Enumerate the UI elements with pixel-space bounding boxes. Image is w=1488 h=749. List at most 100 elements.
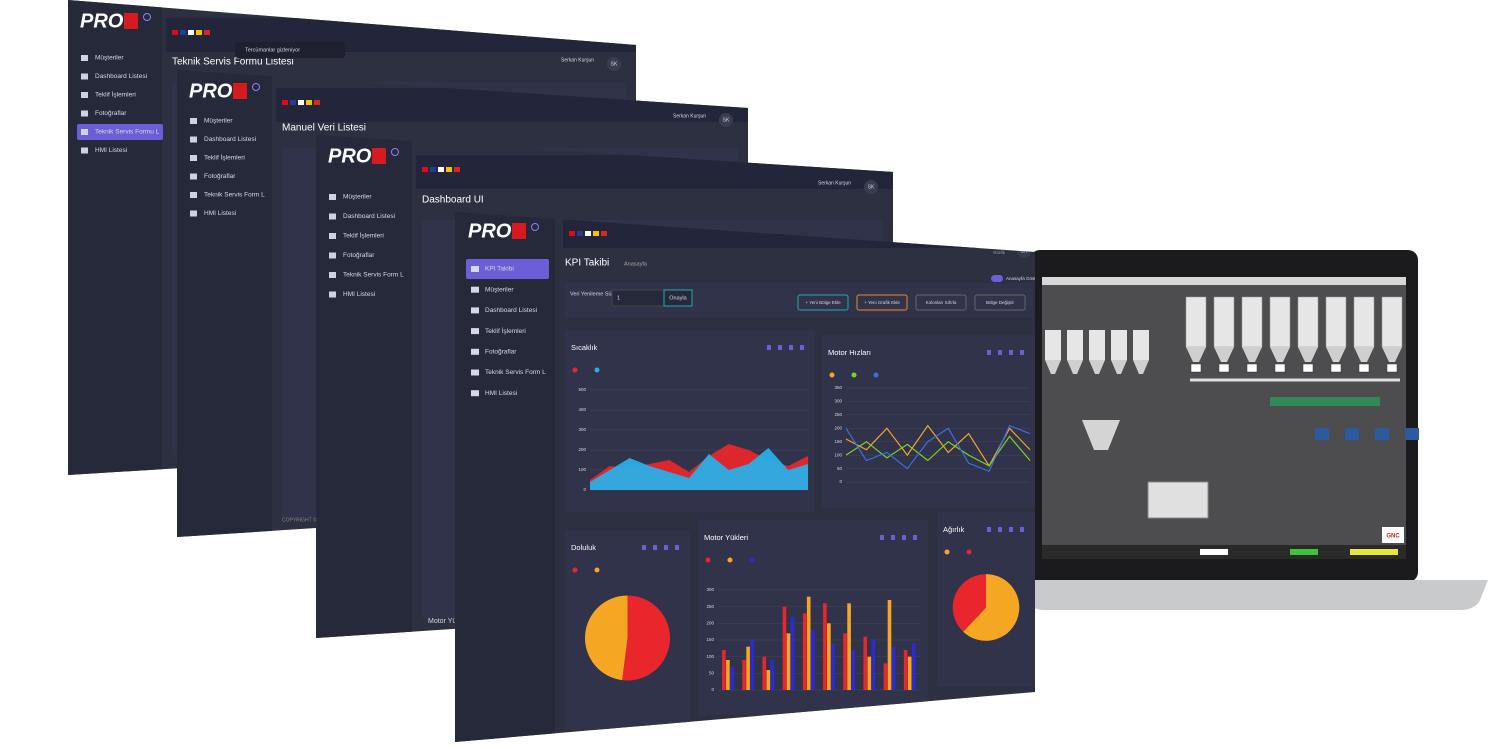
menu-icon xyxy=(471,266,479,272)
bar xyxy=(746,646,750,690)
menu-item: Teknik Servis Form L xyxy=(485,369,546,376)
menu-icon xyxy=(329,233,336,239)
action-button[interactable] xyxy=(856,294,908,311)
flag xyxy=(180,30,186,35)
avatar: SK xyxy=(868,184,875,190)
menu-icon xyxy=(81,55,88,61)
bar xyxy=(790,616,795,690)
silo-cone xyxy=(1186,347,1206,362)
card-tool[interactable] xyxy=(880,535,884,540)
card-tool[interactable] xyxy=(1009,527,1013,532)
card-tool[interactable] xyxy=(1020,350,1024,355)
menu-icon xyxy=(190,192,197,198)
silo xyxy=(1381,296,1403,348)
user-name: Serkan Kurşun xyxy=(988,243,1021,249)
menu-item: Fotoğraflar xyxy=(204,173,236,180)
flag xyxy=(577,231,583,236)
silo xyxy=(1111,330,1127,360)
bar xyxy=(827,623,831,690)
toggle[interactable] xyxy=(991,275,1003,282)
tooltip-group: Tercümanlar gizleniyor xyxy=(235,42,345,58)
logo: PRO xyxy=(468,220,512,242)
silo xyxy=(1213,296,1235,348)
bar xyxy=(887,600,892,690)
silo xyxy=(1133,330,1149,360)
bar xyxy=(730,666,734,690)
menu-item: HMI Listesi xyxy=(343,291,375,298)
motor xyxy=(1315,428,1329,440)
logo: PRO xyxy=(80,10,124,32)
silo-cone xyxy=(1382,347,1402,362)
card-tool[interactable] xyxy=(913,535,917,540)
card-tool[interactable] xyxy=(767,345,771,350)
menu-item: Dashboard Listesi xyxy=(95,73,147,80)
action-button[interactable] xyxy=(915,294,967,311)
action-label: + Yeni Grafik Ekle xyxy=(864,300,900,305)
flag xyxy=(172,30,178,35)
page-title: Dashboard UI xyxy=(422,195,484,206)
card-tool[interactable] xyxy=(653,545,657,550)
breadcrumb: Anasayfa xyxy=(624,261,648,267)
bar xyxy=(867,656,872,690)
card-tool[interactable] xyxy=(998,527,1002,532)
action-button[interactable] xyxy=(797,294,849,311)
menu-icon xyxy=(190,136,197,143)
card-tool[interactable] xyxy=(800,345,804,350)
card-tool[interactable] xyxy=(1009,350,1013,355)
logo-mark xyxy=(124,13,138,29)
flag xyxy=(601,231,607,236)
card-tool[interactable] xyxy=(987,350,991,355)
user-name: Serkan Kurşun xyxy=(673,113,706,119)
menu-icon xyxy=(81,129,88,135)
y-tick-label: 200 xyxy=(834,425,842,430)
menu-item: HMI Listesi xyxy=(95,147,127,154)
action-button[interactable] xyxy=(974,294,1026,311)
menu-item: Müşteriler xyxy=(204,118,233,125)
menu-item: Müşteriler xyxy=(95,55,124,62)
y-tick-label: 400 xyxy=(578,407,586,412)
card-tool[interactable] xyxy=(789,345,793,350)
chart-title: Motor Yükleri xyxy=(704,533,748,542)
y-tick-label: 0 xyxy=(711,687,714,692)
card-tool[interactable] xyxy=(664,545,668,550)
menu-item: Teknik Servis Formu L xyxy=(95,129,160,136)
bar xyxy=(806,596,811,690)
pie-slice xyxy=(952,574,986,632)
card-tool[interactable] xyxy=(891,535,895,540)
silo xyxy=(1269,296,1291,348)
y-tick-label: 500 xyxy=(578,387,586,392)
card-tool[interactable] xyxy=(902,535,906,540)
card-tool[interactable] xyxy=(642,545,646,550)
card-tool[interactable] xyxy=(1020,527,1024,532)
menu-active[interactable] xyxy=(466,259,549,279)
chart-title: Ağırlık xyxy=(943,525,965,534)
window-bar xyxy=(1042,277,1406,285)
silo xyxy=(1067,330,1083,360)
card-tool[interactable] xyxy=(778,345,782,350)
y-tick-label: 50 xyxy=(709,671,715,676)
card-bg xyxy=(822,335,1035,508)
menu-active xyxy=(77,124,163,140)
bar xyxy=(766,670,771,690)
y-tick-label: 250 xyxy=(706,604,714,609)
logo-icon xyxy=(391,148,399,156)
bar xyxy=(786,633,791,690)
pie-slice xyxy=(622,595,670,681)
card-tool[interactable] xyxy=(998,350,1002,355)
toggle-label: Anasayfa Göster xyxy=(1006,276,1040,281)
motor xyxy=(1274,363,1286,373)
confirm-button[interactable] xyxy=(663,289,693,307)
logo-icon xyxy=(143,13,151,21)
legend-swatch xyxy=(944,549,950,555)
refresh-value: 1 xyxy=(617,295,620,301)
silo-cone xyxy=(1242,347,1262,362)
bar xyxy=(903,650,908,690)
page-title: Manuel Veri Listesi xyxy=(282,123,366,134)
menu-icon xyxy=(471,328,479,335)
legend-swatch xyxy=(727,557,733,563)
y-tick-label: 150 xyxy=(706,637,714,642)
card-tool[interactable] xyxy=(675,545,679,550)
bar xyxy=(871,640,876,690)
card-tool[interactable] xyxy=(987,527,991,532)
status-box xyxy=(1200,549,1228,555)
